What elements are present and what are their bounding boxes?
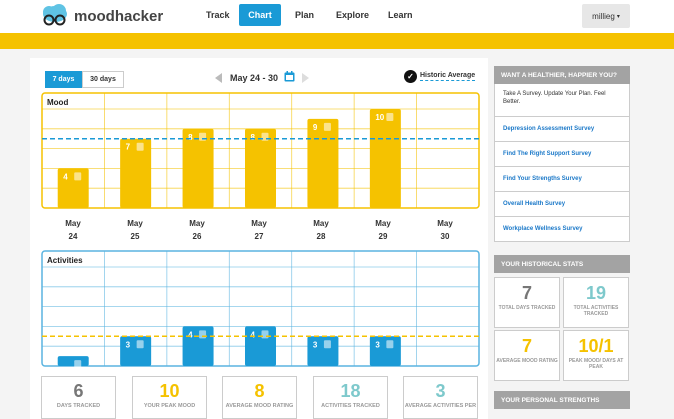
day-label: May 25: [127, 219, 143, 241]
mood-bar-value-label: 7: [126, 143, 131, 152]
checkmark-icon: ✓: [404, 70, 417, 83]
survey-intro: Take A Survey. Update Your Plan. Feel Be…: [494, 84, 630, 117]
hist-peak-mood: 10/1 PEAK MOOD/ DAYS AT PEAK: [563, 330, 629, 381]
note-icon: [323, 122, 331, 131]
date-range: May 24 - 30: [230, 73, 279, 83]
hist-total-activities: 19 TOTAL ACTIVITIES TRACKED: [563, 277, 629, 328]
note-icon: [323, 340, 331, 349]
survey-section-header: WANT A HEALTHIER, HAPPIER YOU?: [494, 66, 630, 84]
note-icon: [74, 172, 82, 181]
day-label: May 24: [65, 219, 81, 241]
next-week-arrow-icon[interactable]: [302, 73, 309, 83]
note-icon: [136, 340, 144, 349]
mood-bar-value-label: 9: [313, 123, 318, 132]
activities-bar-value-label: 4: [188, 330, 193, 339]
brand-logo[interactable]: moodhacker: [40, 3, 163, 29]
note-icon: [136, 142, 144, 151]
note-icon: [386, 340, 394, 349]
day-label: May 30: [437, 219, 453, 241]
mood-bar: [182, 128, 214, 208]
mood-bar: [307, 118, 339, 208]
hist-average-mood: 7 AVERAGE MOOD RATING: [494, 330, 560, 381]
survey-link-support[interactable]: Find The Right Support Survey: [494, 142, 630, 167]
survey-link-workplace[interactable]: Workplace Wellness Survey: [494, 217, 630, 242]
previous-week-arrow-icon[interactable]: [215, 73, 222, 83]
activities-bar-value-label: 3: [375, 340, 380, 349]
calendar-icon[interactable]: [284, 71, 295, 82]
note-icon: [261, 330, 269, 339]
nav-explore[interactable]: Explore: [336, 10, 370, 20]
day-label: May 26: [189, 219, 205, 241]
day-label: May 27: [251, 219, 267, 241]
survey-link-depression[interactable]: Depression Assessment Survey: [494, 117, 630, 142]
activities-chart-grid: [41, 250, 480, 367]
chevron-down-icon: ▾: [616, 13, 620, 20]
range-30-days-button[interactable]: 30 days: [82, 71, 124, 88]
historic-average-toggle[interactable]: ✓ Historic Average: [404, 70, 476, 83]
note-icon: [386, 113, 394, 121]
personal-strengths-header: YOUR PERSONAL STRENGTHS: [494, 391, 630, 409]
top-navigation-bar: [0, 0, 674, 33]
nav-plan[interactable]: Plan: [295, 10, 315, 20]
day-label: May 28: [313, 219, 329, 241]
mood-bar-value-label: 10: [375, 113, 384, 122]
stat-activities-tracked: 18 ACTIVITIES TRACKED: [313, 376, 388, 419]
mood-bar-value-label: 8: [251, 133, 256, 142]
note-icon: [199, 132, 207, 141]
mood-chart-title: Mood: [47, 98, 69, 107]
mood-bar-value-label: 8: [188, 133, 193, 142]
stat-average-activities: 3 AVERAGE ACTIVITIES PER: [403, 376, 478, 419]
nav-chart[interactable]: Chart: [239, 4, 281, 26]
survey-link-strengths[interactable]: Find Your Strengths Survey: [494, 167, 630, 192]
note-icon: [199, 330, 207, 339]
stat-peak-mood: 10 YOUR PEAK MOOD: [132, 376, 207, 419]
historic-average-label: Historic Average: [420, 72, 476, 81]
mood-bar: [369, 109, 401, 208]
note-icon: [261, 132, 269, 141]
activities-chart-title: Activities: [47, 256, 83, 265]
nav-track[interactable]: Track: [206, 10, 230, 20]
stat-days-tracked: 6 DAYS TRACKED: [41, 376, 116, 419]
mood-chart-bars: 4 7 8 8 9 10: [42, 109, 479, 208]
activities-bar-value-label: 3: [126, 340, 131, 349]
user-menu-button[interactable]: millieg ▾: [582, 4, 630, 28]
survey-link-overall-health[interactable]: Overall Health Survey: [494, 192, 630, 217]
brand-name: moodhacker: [74, 7, 164, 25]
historical-stats-header: YOUR HISTORICAL STATS: [494, 255, 630, 273]
mood-bar: [120, 138, 152, 208]
day-label: May 29: [375, 219, 391, 241]
header-accent-band: [0, 33, 674, 49]
note-icon: [74, 360, 82, 369]
mood-bar: [245, 128, 276, 208]
activities-chart-bars: 3 4 4 3 3: [42, 326, 479, 369]
activities-bar: [57, 356, 89, 366]
nav-learn[interactable]: Learn: [388, 10, 413, 20]
username: millieg: [592, 11, 615, 21]
activities-bar-value-label: 4: [251, 330, 256, 339]
activities-bar-value-label: 3: [313, 340, 318, 349]
mood-bar-value-label: 4: [63, 172, 68, 181]
range-7-days-button[interactable]: 7 days: [45, 71, 82, 88]
hist-total-days: 7 TOTAL DAYS TRACKED: [494, 277, 560, 328]
cloud-glasses-logo-icon: [43, 4, 67, 26]
stat-average-mood: 8 AVERAGE MOOD RATING: [222, 376, 297, 419]
